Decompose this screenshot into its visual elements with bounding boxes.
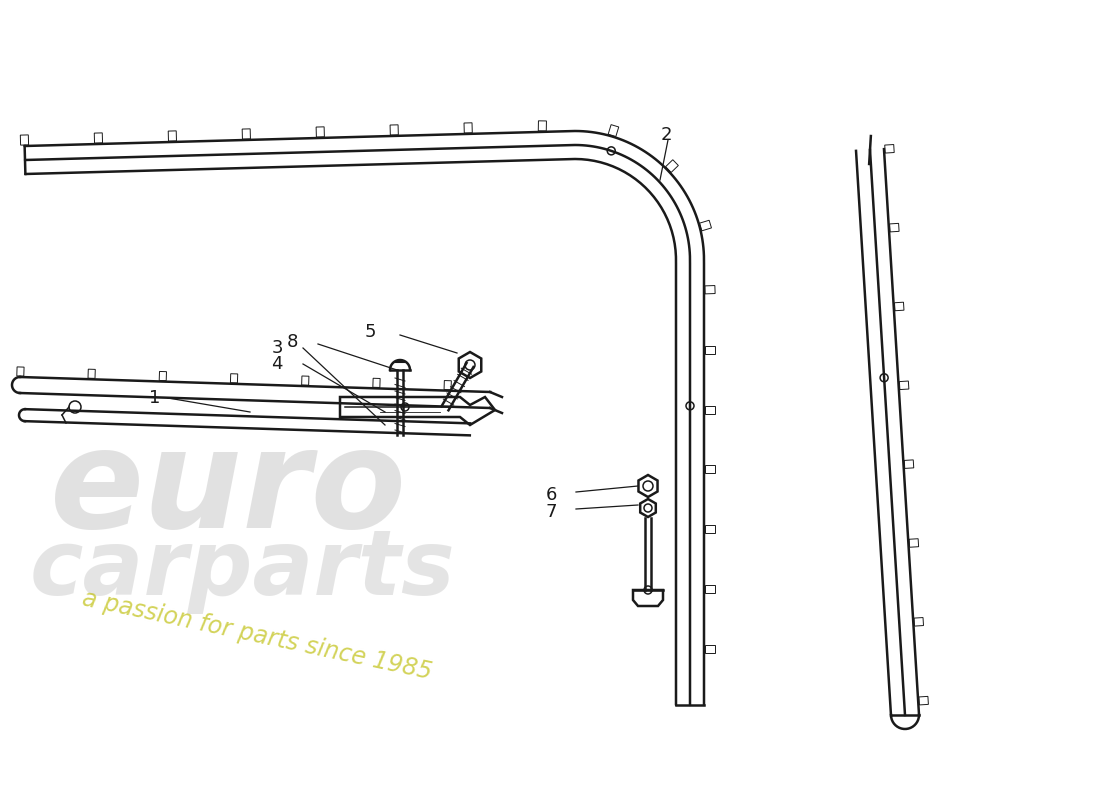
- Text: carparts: carparts: [30, 526, 455, 614]
- Text: 6: 6: [546, 486, 557, 504]
- Text: 2: 2: [660, 126, 672, 144]
- Text: 8: 8: [287, 333, 298, 351]
- Text: 7: 7: [546, 503, 557, 521]
- Text: 4: 4: [272, 355, 283, 373]
- Text: 3: 3: [272, 339, 283, 357]
- Text: 5: 5: [364, 323, 376, 341]
- Text: 1: 1: [148, 389, 159, 407]
- Text: a passion for parts since 1985: a passion for parts since 1985: [80, 586, 434, 684]
- Text: euro: euro: [50, 422, 407, 558]
